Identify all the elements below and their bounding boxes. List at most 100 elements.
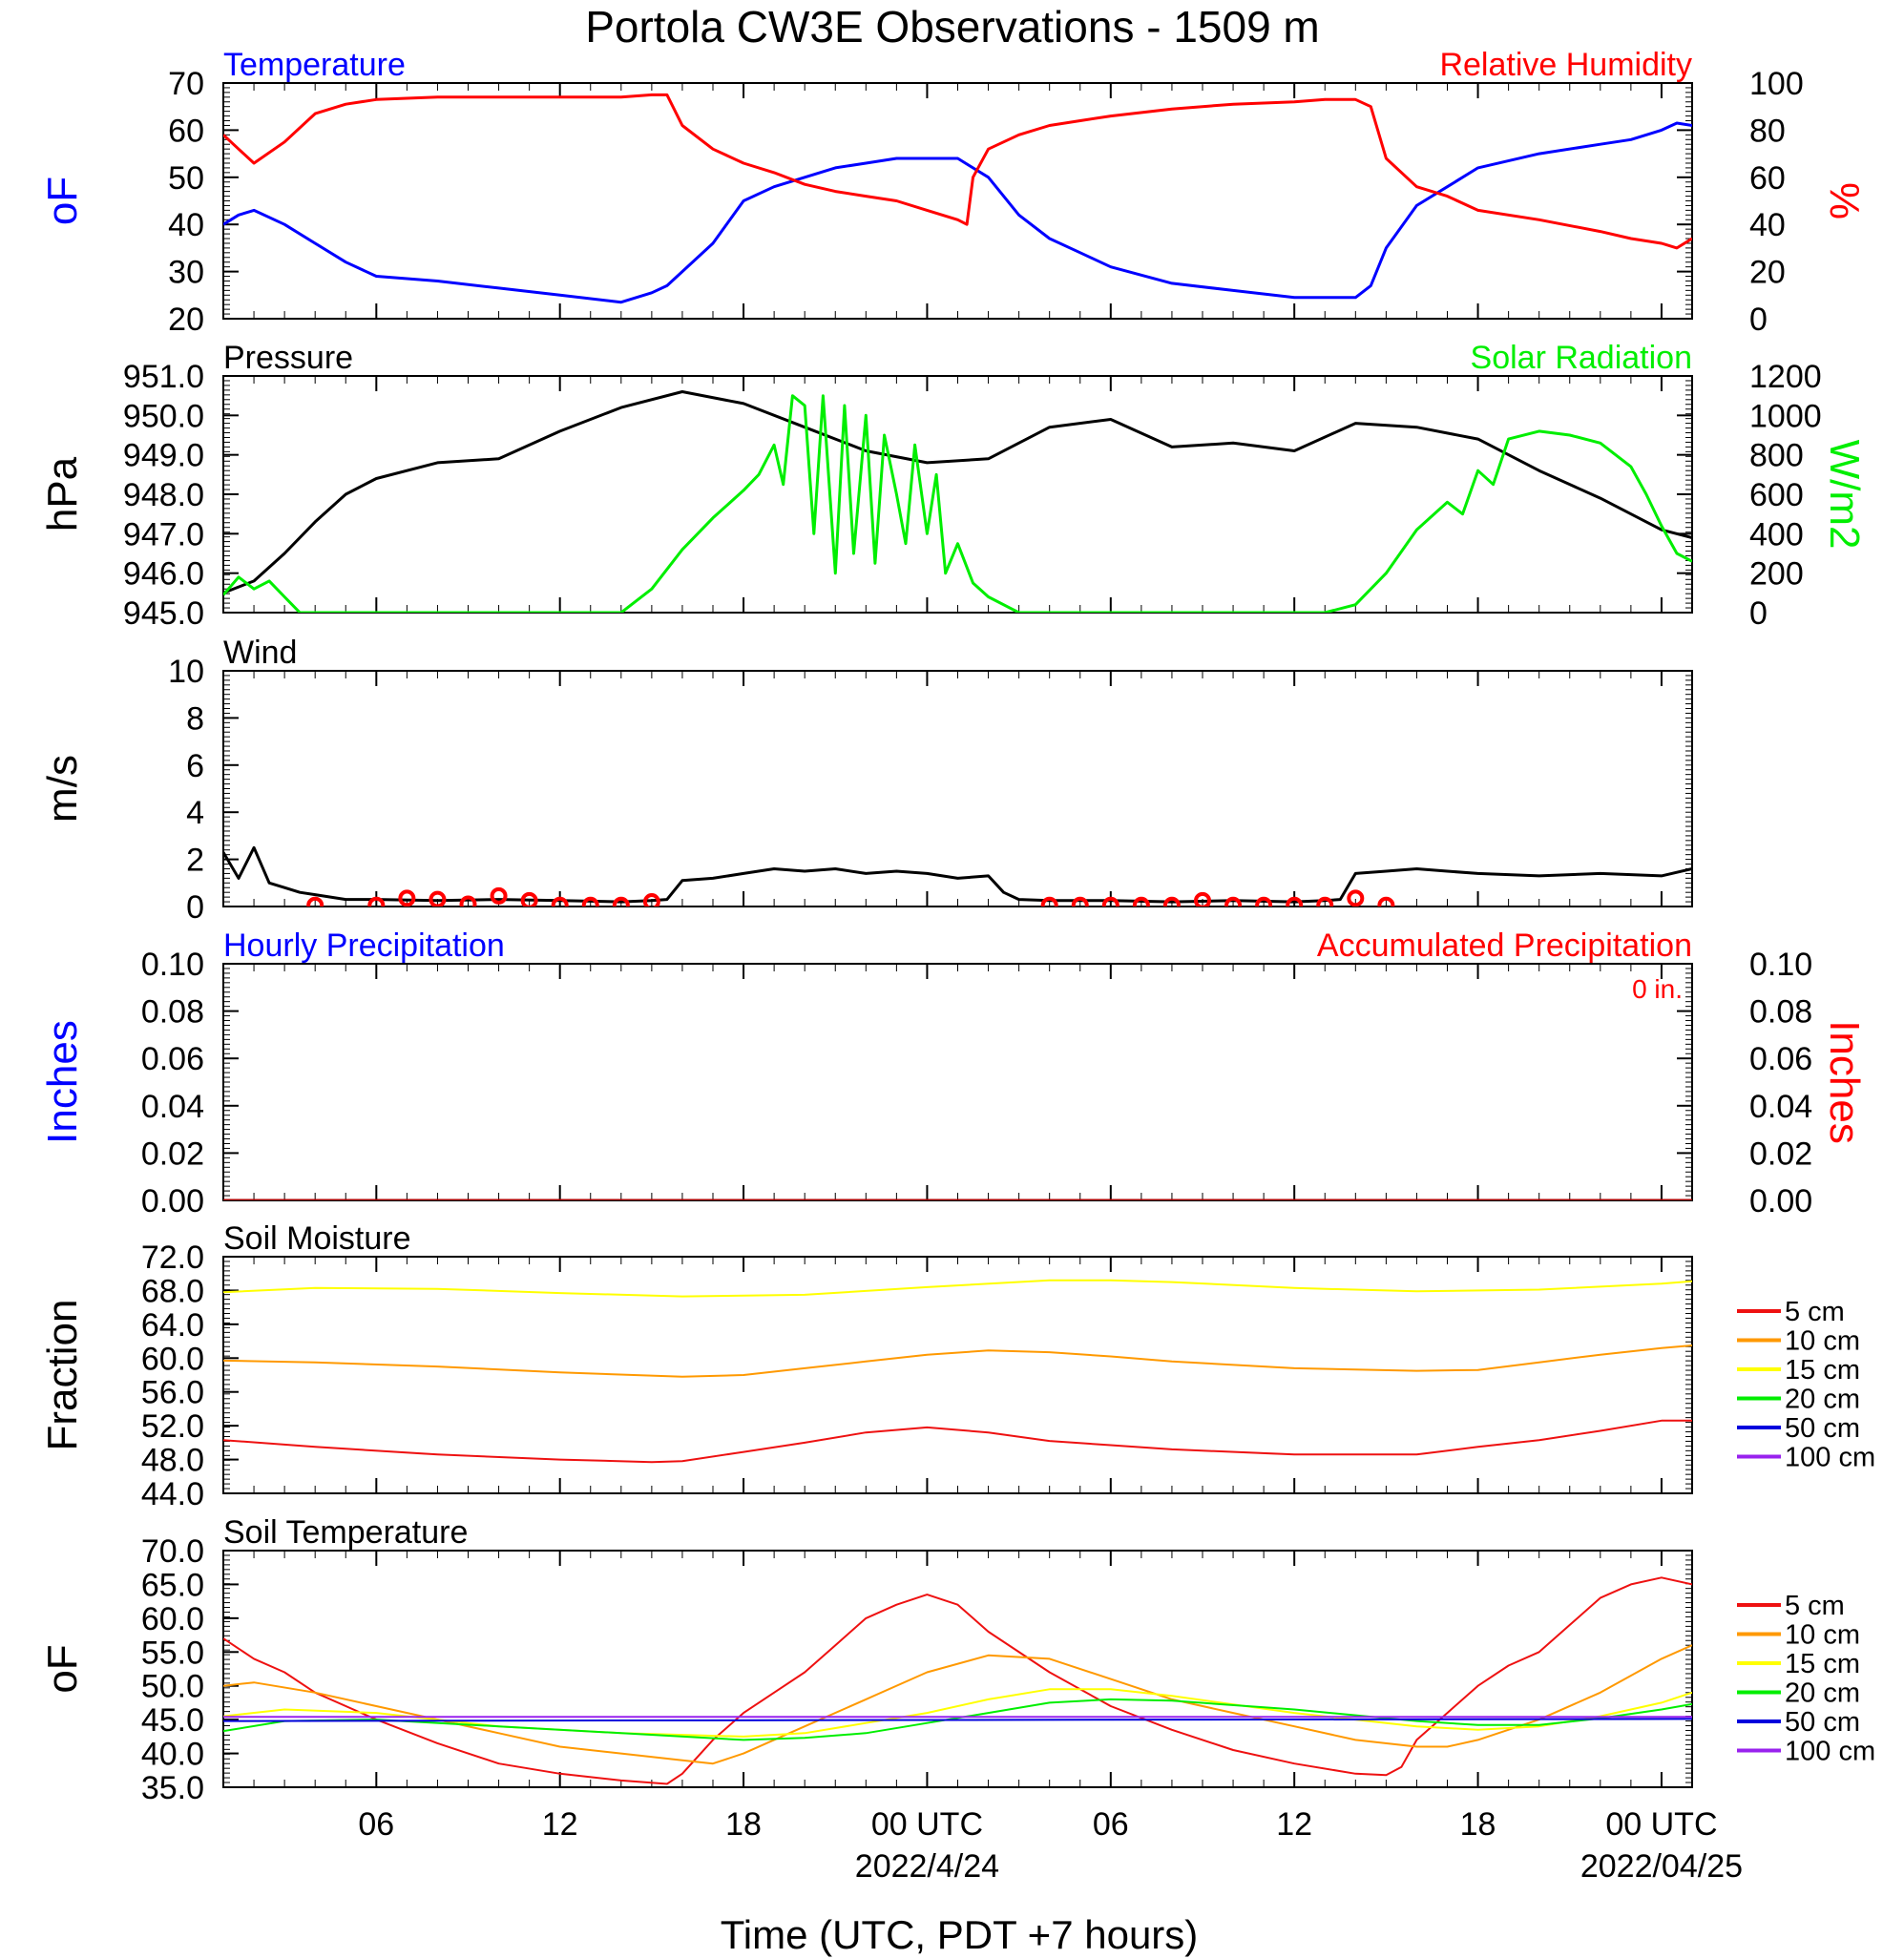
precip-total-annotation: 0 in. — [1632, 974, 1683, 1004]
y-tick-label-left: 70.0 — [141, 1533, 204, 1570]
series-group — [223, 1279, 1692, 1464]
y-tick-label-left: 0 — [186, 889, 204, 926]
y-tick-label-left: 50.0 — [141, 1669, 204, 1705]
y-tick-label-left: 72.0 — [141, 1240, 204, 1276]
series-line-temperature — [223, 121, 1692, 304]
legend-label: 15 cm — [1785, 1649, 1860, 1679]
y-tick-label-left: 56.0 — [141, 1375, 204, 1411]
panel-left-title: Hourly Precipitation — [223, 927, 505, 964]
calm-wind-marker — [612, 896, 630, 907]
y-tick-label-left: 60 — [168, 113, 204, 149]
legend-label: 5 cm — [1785, 1591, 1845, 1621]
y-tick-label-left: 60.0 — [141, 1601, 204, 1637]
calm-wind-marker — [1255, 896, 1273, 907]
legend-label: 10 cm — [1785, 1326, 1860, 1357]
y-tick-label-left: 55.0 — [141, 1635, 204, 1671]
legend-label: 100 cm — [1785, 1737, 1875, 1767]
series-line-10-cm — [223, 1644, 1692, 1765]
y-tick-label-left: 20 — [168, 302, 204, 338]
calm-wind-marker — [581, 896, 599, 907]
y-tick-label-right: 800 — [1749, 438, 1804, 474]
y-tick-label-left: 60.0 — [141, 1341, 204, 1377]
panel-temp_rh: 20 30 40 50 60 70 0 20 40 60 80 100 Temperature Relat… — [39, 47, 1868, 338]
y-tick-label-left: 40.0 — [141, 1737, 204, 1773]
y-tick-label-right: 0.06 — [1749, 1041, 1812, 1077]
y-tick-label-right: 1200 — [1749, 359, 1822, 395]
series-line-15-cm — [223, 1279, 1692, 1298]
x-axis-title: Time (UTC, PDT +7 hours) — [721, 1912, 1199, 1957]
calm-wind-marker — [520, 891, 538, 907]
y-tick-label-left: 945.0 — [123, 595, 204, 632]
y-tick-label-left: 0.04 — [141, 1089, 204, 1125]
panel-right-title: Accumulated Precipitation — [1317, 927, 1692, 964]
y-tick-label-left: 44.0 — [141, 1476, 204, 1512]
y-tick-label-right: 0.00 — [1749, 1183, 1812, 1219]
y-tick-label-left: 64.0 — [141, 1307, 204, 1344]
x-tick-label: 00 UTC — [871, 1806, 983, 1843]
calm-wind-marker — [642, 893, 660, 907]
panel-frame — [222, 82, 1693, 320]
legend-label: 5 cm — [1785, 1297, 1845, 1327]
calm-wind-marker — [551, 896, 569, 907]
y-tick-label-left: 45.0 — [141, 1702, 204, 1739]
y-tick-label-left: 48.0 — [141, 1443, 204, 1479]
y-tick-label-left: 30 — [168, 255, 204, 291]
y-tick-label-left: 68.0 — [141, 1273, 204, 1309]
panel-left-title: Soil Moisture — [223, 1220, 411, 1257]
y-tick-label-left: 50 — [168, 160, 204, 197]
calm-wind-marker — [1101, 896, 1119, 907]
legend-label: 10 cm — [1785, 1620, 1860, 1651]
legend-label: 15 cm — [1785, 1355, 1860, 1386]
y-tick-label-left: 4 — [186, 795, 204, 831]
calm-wind-marker — [306, 896, 324, 907]
y-tick-label-left: 949.0 — [123, 438, 204, 474]
series-line-solar-radiation — [223, 394, 1692, 613]
y-tick-label-right: 1000 — [1749, 398, 1822, 434]
y-tick-label-right: 0.08 — [1749, 994, 1812, 1031]
legend-label: 20 cm — [1785, 1678, 1860, 1709]
calm-wind-marker — [1162, 896, 1181, 907]
calm-wind-marker — [490, 886, 508, 905]
y-axis-label-left: oF — [39, 1644, 86, 1693]
x-tick-label: 18 — [725, 1806, 762, 1843]
y-tick-label-left: 0.00 — [141, 1183, 204, 1219]
legend-label: 50 cm — [1785, 1707, 1860, 1738]
calm-wind-marker — [1224, 896, 1243, 907]
calm-wind-marker — [1071, 896, 1089, 907]
panel-left-title: Temperature — [223, 47, 406, 83]
y-tick-label-right: 0.02 — [1749, 1136, 1812, 1172]
series-group — [223, 1576, 1692, 1785]
series-line-pressure — [223, 390, 1692, 594]
x-tick-label: 12 — [1276, 1806, 1312, 1843]
y-tick-label-right: 20 — [1749, 255, 1786, 291]
y-axis-label-right: W/m2 — [1821, 440, 1868, 550]
y-tick-label-left: 8 — [186, 700, 204, 737]
calm-wind-marker — [1194, 891, 1211, 907]
y-tick-label-left: 0.10 — [141, 947, 204, 983]
chart-title: Portola CW3E Observations - 1509 m — [585, 2, 1320, 52]
series-group — [223, 390, 1692, 613]
panel-soil_temperature: 35.040.045.050.055.060.065.070.0 Soil Tem… — [39, 1514, 1875, 1806]
panel-frame — [222, 1256, 1693, 1494]
panel-left-title: Pressure — [223, 340, 353, 376]
y-tick-label-left: 947.0 — [123, 516, 204, 552]
y-tick-label-left: 0.02 — [141, 1136, 204, 1172]
y-tick-label-left: 948.0 — [123, 477, 204, 513]
calm-wind-marker — [367, 896, 386, 907]
series-line-10-cm — [223, 1344, 1692, 1378]
x-date-label: 2022/4/24 — [855, 1848, 999, 1885]
panel-frame — [222, 963, 1693, 1201]
y-tick-label-right: 0 — [1749, 302, 1768, 338]
x-tick-label: 06 — [358, 1806, 394, 1843]
y-tick-label-left: 6 — [186, 748, 204, 784]
x-axis: 06 12 18 00 UTC 2022/4/24 06 12 18 00 UTC 2022/04… — [358, 1806, 1743, 1885]
y-tick-label-left: 946.0 — [123, 556, 204, 593]
y-axis-label-left: Fraction — [39, 1300, 86, 1451]
calm-wind-marker — [1040, 896, 1058, 907]
y-axis-label-left: oF — [39, 177, 86, 225]
calm-wind-marker — [1132, 896, 1150, 907]
series-line-5-cm — [223, 1576, 1692, 1785]
panel-left-title: Wind — [223, 635, 297, 671]
